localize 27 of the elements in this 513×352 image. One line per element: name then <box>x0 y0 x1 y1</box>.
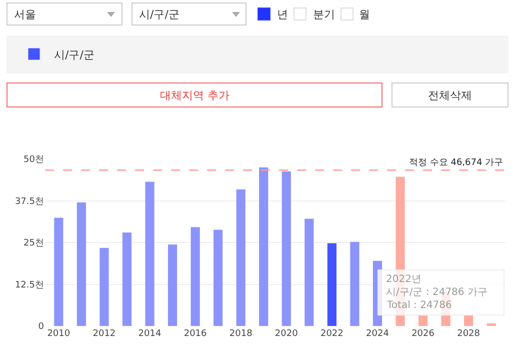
text: 대체지역 추가 <box>160 89 230 102</box>
annotation: 2022년 <box>386 274 422 285</box>
x-tick-label: 2010 <box>47 329 70 339</box>
annotation: Total : 24786 <box>386 300 452 311</box>
ref-line-label: 적정 수요 46,674 가구 <box>409 158 504 168</box>
x-tick-label: 2012 <box>92 329 116 339</box>
y-tick-label: 37.5천 <box>14 196 44 207</box>
x-tick-label: 2028 <box>457 329 480 339</box>
y-tick-label: 25천 <box>24 238 44 249</box>
x-tick-label: 2018 <box>229 329 253 339</box>
text: 분기 <box>313 8 335 21</box>
y-tick-label: 0 <box>38 322 44 332</box>
x-tick-label: 2020 <box>274 329 298 339</box>
x-tick-label: 2016 <box>184 329 208 339</box>
x-tick-label: 2014 <box>138 329 162 339</box>
text: 년 <box>277 8 288 21</box>
text: 시/구/군 <box>139 8 180 21</box>
y-tick-label: 12.5천 <box>14 280 44 290</box>
text: 월 <box>359 8 370 21</box>
text: 서울 <box>14 8 36 21</box>
x-tick-label: 2026 <box>412 329 435 339</box>
legend-label: 시/구/군 <box>54 48 94 62</box>
annotation: 시/구/군 : 24786 가구 <box>386 287 488 298</box>
x-tick-label: 2022 <box>320 329 344 339</box>
y-tick-label: 50천 <box>24 155 44 166</box>
text: 전체삭제 <box>428 89 472 102</box>
x-tick-label: 2024 <box>366 329 390 339</box>
